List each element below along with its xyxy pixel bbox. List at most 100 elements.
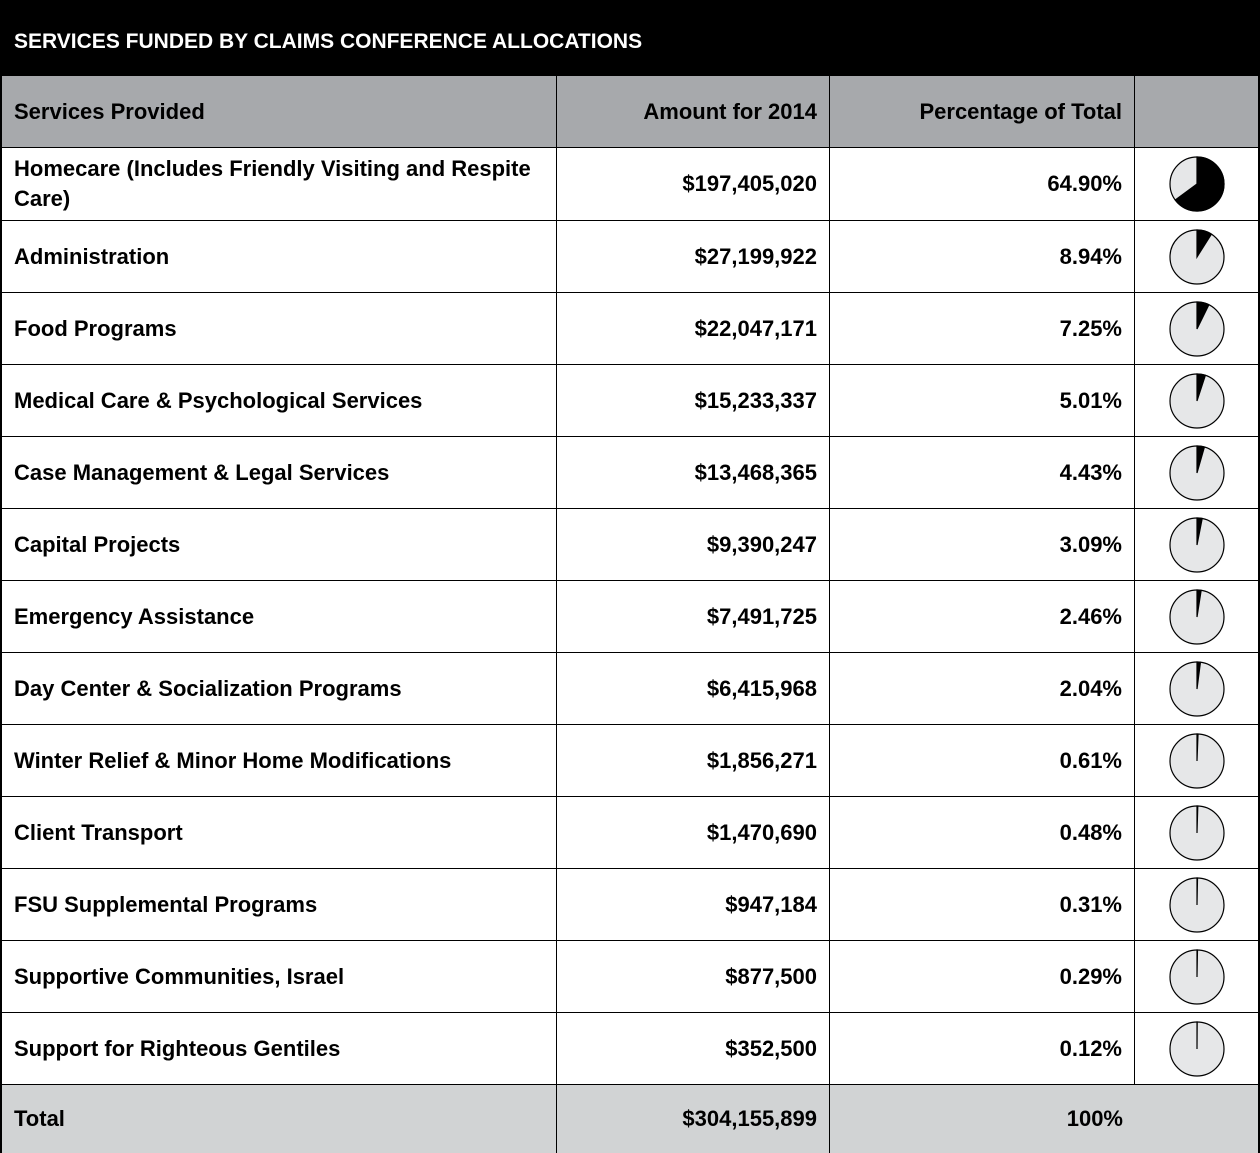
pie-cell [1135,437,1258,508]
header-cell [1135,76,1258,147]
percentage-cell: 0.29% [830,941,1135,1012]
percentage-cell: 4.43% [830,437,1135,508]
amount-cell: $9,390,247 [557,509,830,580]
header-cell: Amount for 2014 [557,76,830,147]
amount-cell: $352,500 [557,1013,830,1084]
service-cell: Homecare (Includes Friendly Visiting and… [2,148,557,220]
data-row: Emergency Assistance $7,491,725 2.46% [2,580,1258,652]
percentage-cell: 7.25% [830,293,1135,364]
amount-cell: $6,415,968 [557,653,830,724]
pie-cell [1135,653,1258,724]
pie-cell [1135,869,1258,940]
percentage-cell: 5.01% [830,365,1135,436]
pie-cell [1135,365,1258,436]
header-row: Services Provided Amount for 2014 Percen… [2,75,1258,147]
table-title: SERVICES FUNDED BY CLAIMS CONFERENCE ALL… [2,0,1258,75]
service-cell: Client Transport [2,797,557,868]
pie-icon [1168,732,1225,789]
service-cell: Medical Care & Psychological Services [2,365,557,436]
pie-wedge [1195,300,1210,329]
service-cell: Emergency Assistance [2,581,557,652]
amount-cell: $7,491,725 [557,581,830,652]
service-cell: FSU Supplemental Programs [2,869,557,940]
table-body: Homecare (Includes Friendly Visiting and… [2,147,1258,1084]
pie-wedge [1195,444,1205,473]
amount-cell: $22,047,171 [557,293,830,364]
percentage-cell: 3.09% [830,509,1135,580]
service-cell: Support for Righteous Gentiles [2,1013,557,1084]
data-row: Day Center & Socialization Programs $6,41… [2,652,1258,724]
data-row: Winter Relief & Minor Home Modifications… [2,724,1258,796]
service-cell: Supportive Communities, Israel [2,941,557,1012]
pie-wedge [1195,516,1203,545]
pie-wedge [1195,588,1202,617]
pie-wedge [1173,156,1225,212]
percentage-cell: 0.12% [830,1013,1135,1084]
data-row: Support for Righteous Gentiles $352,500 0.… [2,1012,1258,1084]
amount-cell: $197,405,020 [557,148,830,220]
pie-wedge [1195,228,1212,259]
data-row: Medical Care & Psychological Services $15… [2,364,1258,436]
pie-cell [1135,293,1258,364]
data-row: Food Programs $22,047,171 7.25% [2,292,1258,364]
amount-cell: $1,470,690 [557,797,830,868]
pie-icon [1168,588,1225,645]
percentage-cell: 0.61% [830,725,1135,796]
pie-icon [1168,228,1225,285]
pie-icon [1168,876,1225,933]
pie-wedge [1195,372,1206,401]
pie-icon [1168,156,1225,212]
pie-cell [1135,148,1258,220]
pie-icon [1168,372,1225,429]
pie-wedge [1195,804,1198,833]
percentage-cell: 0.31% [830,869,1135,940]
pie-cell [1135,1013,1258,1084]
pie-cell [1135,581,1258,652]
pie-cell [1135,941,1258,1012]
pie-wedge [1195,732,1199,761]
service-cell: Administration [2,221,557,292]
amount-cell: $15,233,337 [557,365,830,436]
pie-cell [1135,509,1258,580]
service-cell: Day Center & Socialization Programs [2,653,557,724]
data-row: FSU Supplemental Programs $947,184 0.31% [2,868,1258,940]
amount-cell: $1,856,271 [557,725,830,796]
amount-cell: $27,199,922 [557,221,830,292]
header-cell: Services Provided [2,76,557,147]
pie-icon [1168,444,1225,501]
data-row: Administration $27,199,922 8.94% [2,220,1258,292]
data-row: Supportive Communities, Israel $877,500 0.… [2,940,1258,1012]
total-amount: $304,155,899 [557,1085,830,1153]
service-cell: Case Management & Legal Services [2,437,557,508]
percentage-cell: 0.48% [830,797,1135,868]
total-percentage: 100% [1066,1106,1123,1131]
service-cell: Food Programs [2,293,557,364]
total-row: Total $304,155,899 100% [2,1084,1258,1153]
pie-icon [1168,948,1225,1005]
pie-icon [1168,516,1225,573]
pie-wedge [1195,876,1198,905]
data-row: Case Management & Legal Services $13,468,… [2,436,1258,508]
pie-cell [1135,221,1258,292]
pie-cell [1135,797,1258,868]
pie-icon [1168,660,1225,717]
service-cell: Winter Relief & Minor Home Modifications [2,725,557,796]
percentage-cell: 2.04% [830,653,1135,724]
data-row: Homecare (Includes Friendly Visiting and… [2,147,1258,220]
percentage-cell: 8.94% [830,221,1135,292]
percentage-cell: 2.46% [830,581,1135,652]
pie-icon [1168,300,1225,357]
header-cell: Percentage of Total [830,76,1135,147]
total-label: Total [2,1085,557,1153]
amount-cell: $13,468,365 [557,437,830,508]
pie-wedge [1195,660,1201,689]
amount-cell: $947,184 [557,869,830,940]
amount-cell: $877,500 [557,941,830,1012]
total-empty [1135,1085,1258,1153]
pie-cell [1135,725,1258,796]
data-row: Capital Projects $9,390,247 3.09% [2,508,1258,580]
percentage-cell: 64.90% [830,148,1135,220]
pie-icon [1168,1020,1225,1077]
data-row: Client Transport $1,470,690 0.48% [2,796,1258,868]
